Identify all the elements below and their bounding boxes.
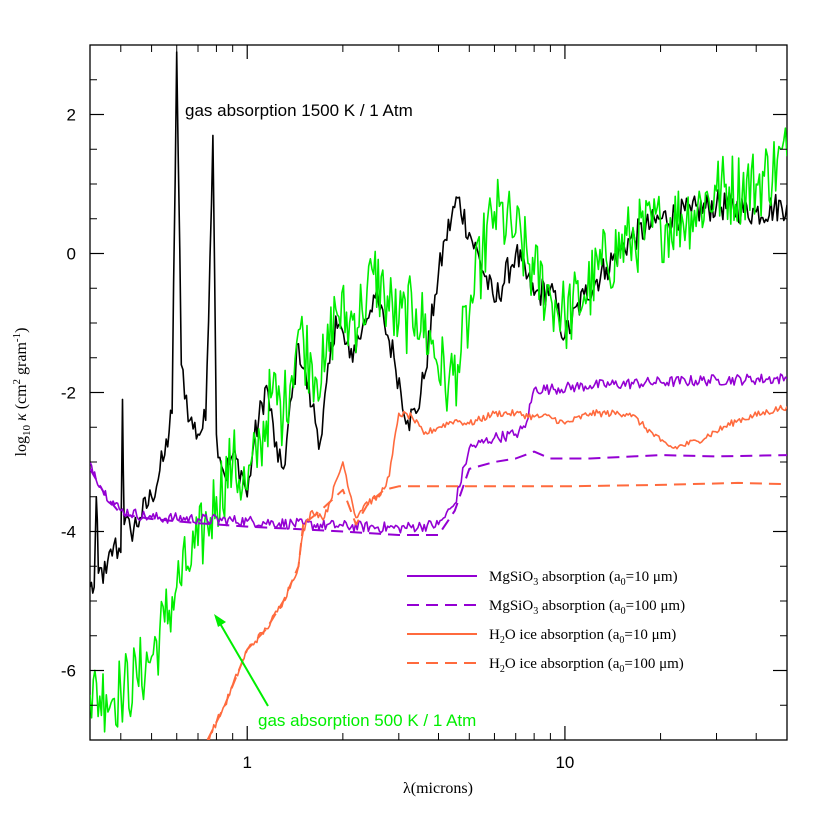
x-axis-label: λ(microns): [403, 780, 473, 797]
plot-frame: [89, 44, 788, 741]
legend: MgSiO3 absorption (a0=10 μm) MgSiO3 absor…: [407, 569, 685, 675]
annotation-arrow-line: [217, 619, 269, 707]
ticks-layer: 1 10 2 0 -2 -4 -6: [61, 44, 787, 772]
y-tick-label: 2: [67, 106, 76, 125]
x-tick-label: 1: [242, 753, 251, 772]
y-tick-label: 0: [67, 245, 76, 264]
series-line-2: [90, 373, 787, 534]
series-line-5: [206, 481, 787, 740]
y-tick-label: -4: [61, 523, 76, 542]
y-tick-label: -6: [61, 662, 76, 681]
x-tick-label: 10: [555, 753, 574, 772]
legend-label-0: MgSiO3 absorption (a0=10 μm): [489, 569, 678, 588]
legend-label-1: MgSiO3 absorption (a0=100 μm): [489, 598, 685, 617]
legend-label-3: H2O ice absorption (a0=100 μm): [489, 656, 684, 675]
annotation-arrow-head: [214, 614, 226, 627]
legend-label-2: H2O ice absorption (a0=10 μm): [489, 627, 676, 646]
series-line-0: [90, 51, 787, 594]
annotation-gas-1500: gas absorption 1500 K / 1 Atm: [185, 101, 413, 120]
y-axis-label: log10 κ (cm2 gram-1): [11, 328, 33, 457]
y-tick-label: -2: [61, 384, 76, 403]
series-layer: [90, 51, 787, 740]
series-line-4: [207, 404, 787, 740]
series-line-3: [90, 450, 787, 536]
series-line-1: [90, 127, 787, 733]
annotation-gas-500: gas absorption 500 K / 1 Atm: [258, 711, 476, 730]
